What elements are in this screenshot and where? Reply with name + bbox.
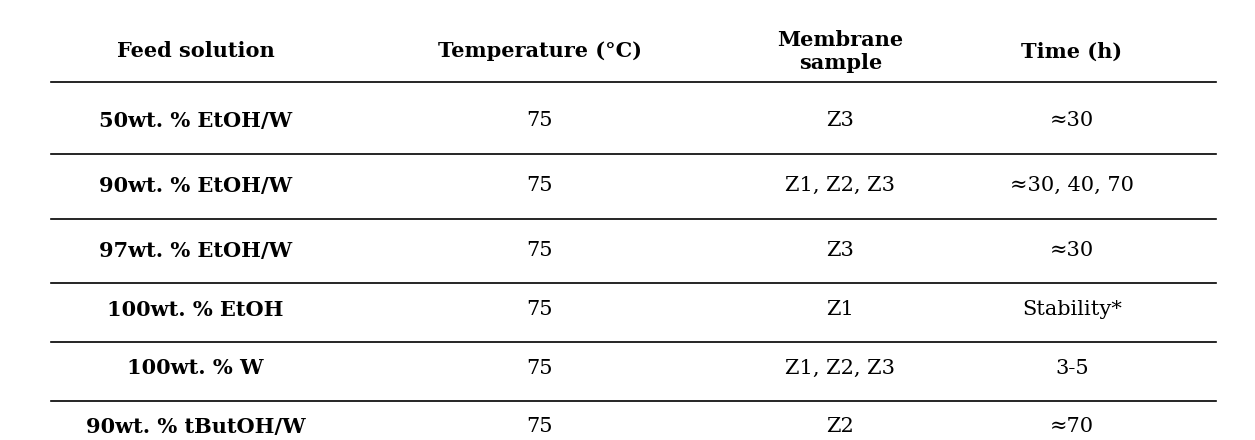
Text: 75: 75	[527, 300, 553, 319]
Text: 97wt. % EtOH/W: 97wt. % EtOH/W	[99, 241, 292, 261]
Text: Feed solution: Feed solution	[117, 41, 275, 61]
Text: 75: 75	[527, 242, 553, 260]
Text: 75: 75	[527, 359, 553, 378]
Text: Z1, Z2, Z3: Z1, Z2, Z3	[786, 176, 895, 195]
Text: 75: 75	[527, 111, 553, 130]
Text: Temperature (°C): Temperature (°C)	[438, 41, 641, 61]
Text: 90wt. % tButOH/W: 90wt. % tButOH/W	[85, 417, 305, 437]
Text: ≈30, 40, 70: ≈30, 40, 70	[1010, 176, 1135, 195]
Text: Z1: Z1	[827, 300, 855, 319]
Text: 75: 75	[527, 417, 553, 436]
Text: ≈30: ≈30	[1050, 111, 1094, 130]
Text: 3-5: 3-5	[1055, 359, 1089, 378]
Text: ≈30: ≈30	[1050, 242, 1094, 260]
Text: Time (h): Time (h)	[1022, 41, 1123, 61]
Text: Stability*: Stability*	[1022, 300, 1122, 319]
Text: Z1, Z2, Z3: Z1, Z2, Z3	[786, 359, 895, 378]
Text: ≈70: ≈70	[1050, 417, 1094, 436]
Text: Z2: Z2	[827, 417, 855, 436]
Text: Z3: Z3	[827, 111, 855, 130]
Text: 100wt. % EtOH: 100wt. % EtOH	[107, 300, 284, 319]
Text: 100wt. % W: 100wt. % W	[127, 358, 264, 378]
Text: Z3: Z3	[827, 242, 855, 260]
Text: 90wt. % EtOH/W: 90wt. % EtOH/W	[99, 176, 292, 196]
Text: 75: 75	[527, 176, 553, 195]
Text: 50wt. % EtOH/W: 50wt. % EtOH/W	[99, 111, 292, 131]
Text: Membrane
sample: Membrane sample	[777, 29, 904, 73]
